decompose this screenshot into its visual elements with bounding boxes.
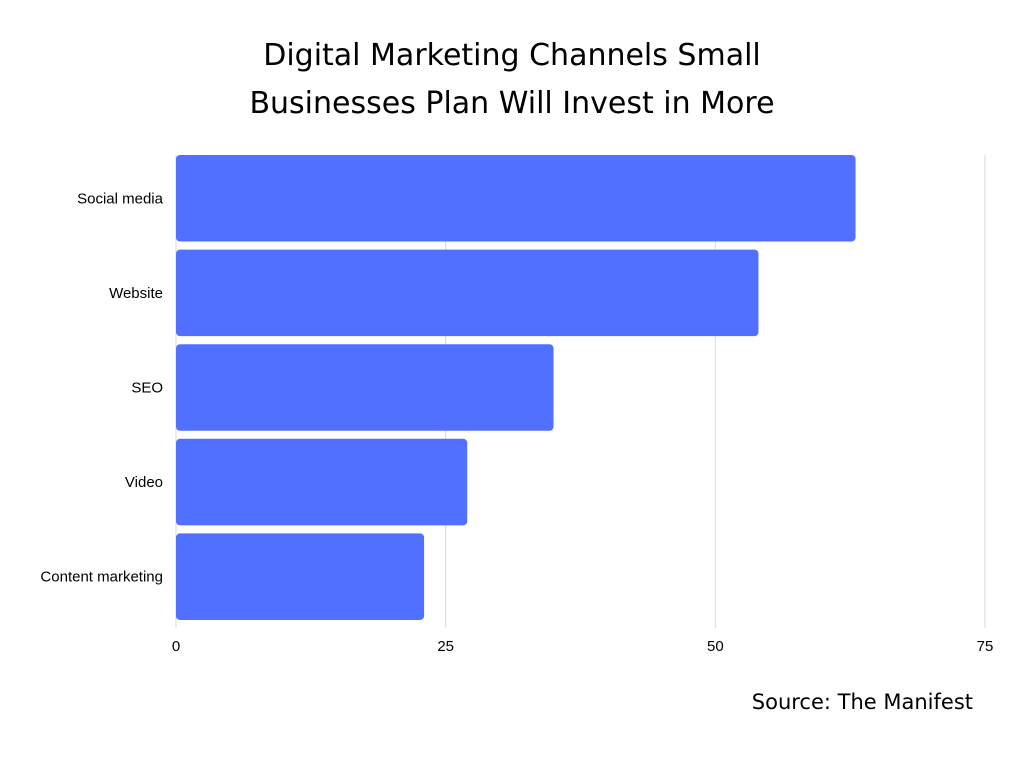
x-tick-label: 0 [172, 638, 180, 655]
x-tick-label: 25 [437, 638, 454, 655]
category-label: SEO [131, 379, 163, 396]
category-label: Video [125, 474, 163, 491]
chart-title: Digital Marketing Channels Small Busines… [112, 32, 912, 128]
chart-title-line-1: Digital Marketing Channels Small [263, 38, 761, 73]
bar-seo [176, 344, 554, 431]
bar-video [176, 438, 468, 526]
bar-website [176, 249, 759, 337]
category-label: Social media [77, 190, 164, 207]
bar-content-marketing [176, 533, 425, 620]
source-label: Source: The Manifest [751, 690, 973, 714]
chart-title-line-2: Businesses Plan Will Invest in More [249, 86, 775, 121]
bar-social-media [176, 155, 856, 242]
x-tick-labels: 0 25 50 75 [172, 638, 994, 655]
x-tick-label: 75 [977, 638, 994, 655]
category-label: Website [109, 285, 163, 302]
bars [176, 155, 856, 620]
category-labels: Social media Website SEO Video Content marke… [40, 190, 163, 585]
category-label: Content marketing [40, 569, 163, 586]
x-tick-label: 50 [707, 638, 724, 655]
